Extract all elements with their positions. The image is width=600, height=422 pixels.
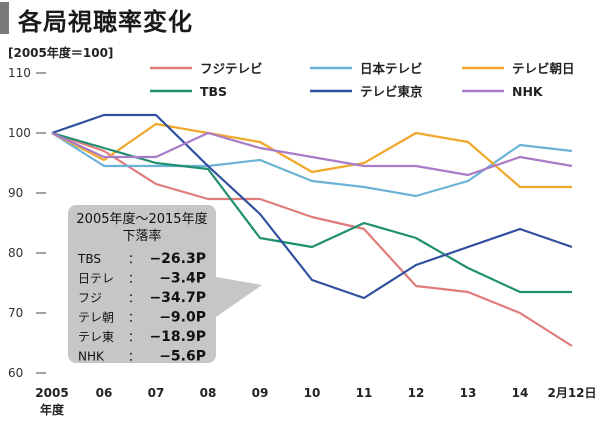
callout-title: 2005年度〜2015年度 [76,211,207,227]
callout-row-separator: ： [128,291,140,305]
legend: フジテレビ 日本テレビ テレビ朝日 TBS テレビ東京 NHK [150,61,575,99]
legend-entry: 日本テレビ [360,61,423,76]
callout-row-separator: ： [128,350,140,364]
x-tick-label: 11 [356,386,373,400]
title-accent-bar [0,2,9,34]
y-tick-label: 100 [8,126,31,140]
callout-box [68,205,216,363]
x-tick-label: 07 [148,386,165,400]
legend-entry: テレビ東京 [360,84,423,99]
x-tick-label: 2月12日 [547,386,596,400]
series-line [51,122,572,189]
series-line [51,131,573,177]
callout-row-label: TBS [77,252,101,266]
y-axis-ticks: 60 70 80 90 100 110 [8,66,46,380]
x-tick-label: 10 [304,386,321,400]
x-tick-label: 08 [200,386,217,400]
legend-entry: NHK [512,84,544,99]
callout-row-label: 日テレ [78,272,114,286]
y-tick-label: 80 [8,246,23,260]
x-tick-label: 13 [460,386,477,400]
legend-entry: フジテレビ [200,61,263,76]
series-line [51,113,573,300]
callout-row-value: −18.9P [149,329,206,345]
x-tick-label: 14 [512,386,529,400]
legend-entry: TBS [200,84,227,99]
y-tick-label: 110 [8,66,31,80]
callout-row-separator: ： [128,330,140,344]
callout-row-label: テレ東 [78,330,114,344]
y-axis-label: [2005年度＝100] [8,45,113,60]
x-tick-label: 09 [252,386,269,400]
x-tick-label: 2005 [35,386,68,400]
callout-row-value: −3.4P [159,271,206,287]
callout-pointer [216,277,262,317]
series-lines [51,113,573,347]
y-tick-label: 90 [8,186,23,200]
y-tick-label: 60 [8,366,23,380]
chart-title: 各局視聴率変化 [18,8,193,36]
callout-row-value: −26.3P [149,251,206,267]
callout-row-separator: ： [128,272,140,286]
legend-entry: テレビ朝日 [512,61,575,76]
x-axis-sublabel: 年度 [40,402,65,417]
y-tick-label: 70 [8,306,23,320]
series-line [51,131,573,347]
x-tick-label: 12 [408,386,425,400]
callout-row-value: −5.6P [159,349,206,365]
callout-row-label: フジ [78,291,102,305]
callout-row-value: −9.0P [159,310,206,326]
callout-row-label: テレ朝 [78,311,114,325]
callout-subtitle: 下落率 [122,228,161,244]
x-tick-label: 06 [96,386,113,400]
callout-row-label: NHK [78,350,105,364]
callout-row-separator: ： [128,252,140,266]
callout-row-value: −34.7P [149,290,206,306]
callout-row-separator: ： [128,311,140,325]
